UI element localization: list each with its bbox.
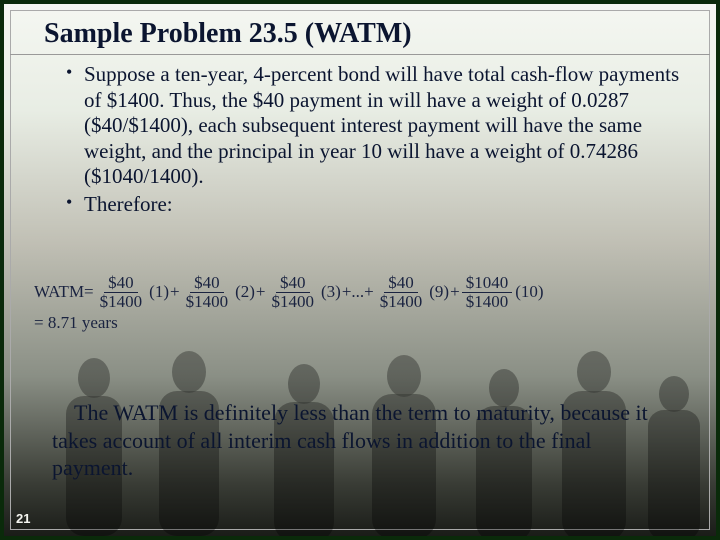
formula-label: WATM= (34, 282, 94, 302)
term-3: $40 $1400 (268, 274, 319, 311)
term-1: $40 $1400 (96, 274, 147, 311)
conclusion-text: The WATM is definitely less than the ter… (52, 399, 676, 482)
bullet-2: Therefore: (64, 192, 686, 218)
page-number: 21 (16, 511, 30, 526)
slide-body: Suppose a ten-year, 4-percent bond will … (64, 62, 686, 220)
term-10: $1040 $1400 (462, 274, 513, 311)
bullet-1: Suppose a ten-year, 4-percent bond will … (64, 62, 686, 190)
watm-formula: WATM= $40 $1400 (1) + $40 $1400 (2) + $4… (34, 274, 686, 333)
term-2: $40 $1400 (182, 274, 233, 311)
term-9: $40 $1400 (376, 274, 427, 311)
slide: Sample Problem 23.5 (WATM) Suppose a ten… (0, 0, 720, 540)
formula-result: = 8.71 years (34, 313, 686, 333)
slide-title: Sample Problem 23.5 (WATM) (44, 18, 412, 50)
ellipsis: +...+ (342, 282, 374, 302)
